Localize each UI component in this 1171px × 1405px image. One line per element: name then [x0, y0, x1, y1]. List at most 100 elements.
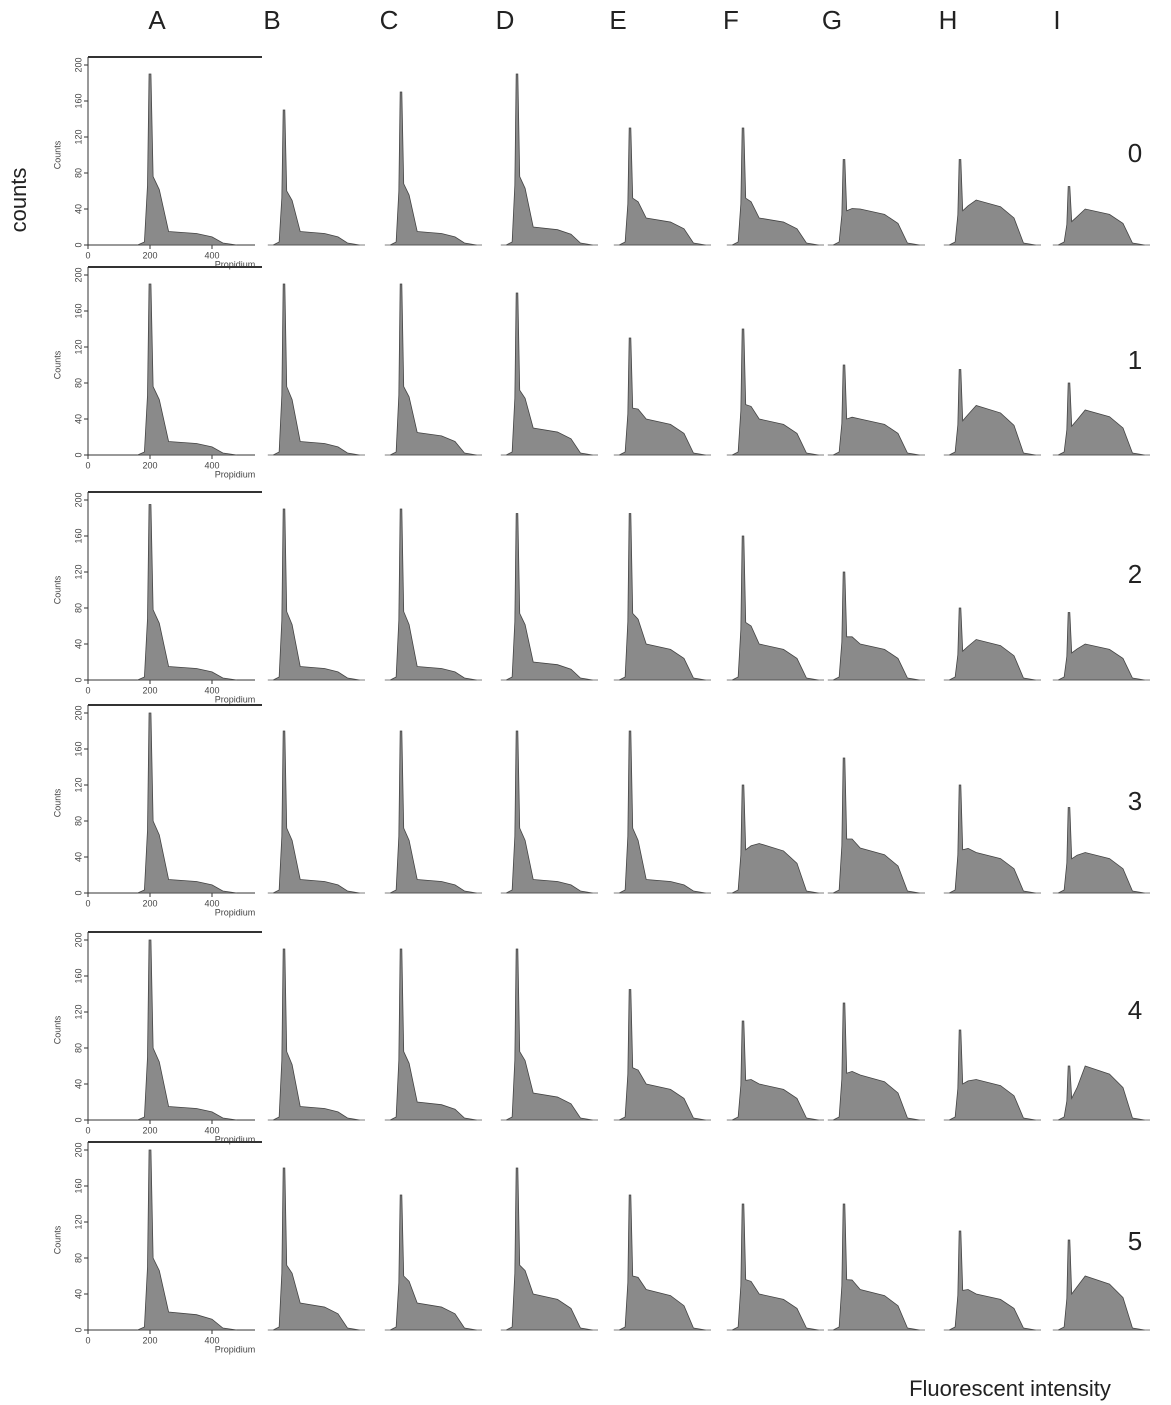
y-tick-label: 200 [73, 1142, 83, 1157]
histogram [1058, 382, 1145, 456]
column-label: D [496, 5, 515, 35]
histogram [506, 948, 593, 1121]
y-axis-title: counts [6, 168, 31, 233]
histogram [833, 1203, 920, 1331]
x-tick-label: 200 [142, 1125, 157, 1135]
histogram [833, 757, 920, 894]
histogram [833, 1002, 920, 1121]
y-tick-label: 80 [73, 168, 83, 178]
histogram [732, 1203, 819, 1331]
y-tick-label: 160 [73, 303, 83, 318]
histogram [949, 1029, 1036, 1121]
column-label: B [263, 5, 280, 35]
y-tick-label: 200 [73, 705, 83, 720]
y-tick-label: 0 [73, 242, 83, 247]
y-tick-label: 200 [73, 492, 83, 507]
x-tick-label: 0 [85, 898, 90, 908]
y-tick-label: 40 [73, 852, 83, 862]
panel-y-label: Counts [52, 1225, 62, 1254]
x-tick-label: 200 [142, 1335, 157, 1345]
panel-y-label: Counts [52, 788, 62, 817]
panel-x-label: Propidium [215, 259, 256, 269]
histogram [273, 1167, 360, 1331]
column-label: E [609, 5, 626, 35]
y-tick-label: 0 [73, 677, 83, 682]
y-tick-label: 0 [73, 1117, 83, 1122]
histogram [949, 1230, 1036, 1331]
histogram [949, 369, 1036, 456]
histogram [390, 1194, 477, 1331]
histogram [137, 73, 237, 246]
y-tick-label: 160 [73, 1178, 83, 1193]
panel-y-label: Counts [52, 350, 62, 379]
column-label: G [822, 5, 842, 35]
histogram [949, 607, 1036, 681]
y-tick-label: 120 [73, 777, 83, 792]
y-tick-label: 160 [73, 528, 83, 543]
y-tick-label: 120 [73, 129, 83, 144]
panel-x-label: Propidium [215, 1344, 256, 1354]
histogram [137, 283, 237, 456]
histogram [619, 1194, 706, 1331]
histogram [619, 513, 706, 681]
histogram [949, 159, 1036, 246]
panel-x-label: Propidium [215, 1134, 256, 1144]
row-label: 1 [1128, 345, 1142, 375]
histogram [390, 91, 477, 246]
y-tick-label: 80 [73, 816, 83, 826]
column-label: H [939, 5, 958, 35]
column-label: I [1053, 5, 1060, 35]
y-tick-label: 80 [73, 378, 83, 388]
column-label: C [380, 5, 399, 35]
panel-y-label: Counts [52, 1015, 62, 1044]
y-tick-label: 40 [73, 204, 83, 214]
x-tick-label: 0 [85, 250, 90, 260]
histogram [619, 989, 706, 1121]
histogram [390, 508, 477, 681]
y-tick-label: 120 [73, 339, 83, 354]
panel-x-label: Propidium [215, 694, 256, 704]
histogram [833, 159, 920, 246]
histogram [619, 337, 706, 456]
x-tick-label: 200 [142, 685, 157, 695]
x-tick-label: 400 [204, 898, 219, 908]
panel-x-label: Propidium [215, 469, 256, 479]
y-tick-label: 120 [73, 564, 83, 579]
x-tick-label: 0 [85, 685, 90, 695]
histogram [732, 1020, 819, 1121]
histogram [390, 283, 477, 456]
histogram [732, 535, 819, 681]
x-tick-label: 200 [142, 460, 157, 470]
histogram [390, 948, 477, 1121]
x-tick-label: 200 [142, 898, 157, 908]
y-tick-label: 120 [73, 1214, 83, 1229]
histogram [137, 712, 237, 894]
column-label: F [723, 5, 739, 35]
row-label: 5 [1128, 1226, 1142, 1256]
row-label: 2 [1128, 559, 1142, 589]
y-tick-label: 200 [73, 57, 83, 72]
y-tick-label: 160 [73, 968, 83, 983]
x-tick-label: 400 [204, 685, 219, 695]
histogram [506, 1167, 593, 1331]
histogram [732, 784, 819, 894]
histogram [1058, 1239, 1145, 1331]
histogram [619, 127, 706, 246]
histogram [506, 73, 593, 246]
histogram [506, 730, 593, 894]
y-tick-label: 160 [73, 741, 83, 756]
x-tick-label: 0 [85, 460, 90, 470]
histogram [390, 730, 477, 894]
histogram [273, 109, 360, 246]
y-tick-label: 40 [73, 414, 83, 424]
x-tick-label: 400 [204, 460, 219, 470]
histogram [506, 513, 593, 681]
histogram [732, 328, 819, 456]
histogram [273, 730, 360, 894]
row-label: 3 [1128, 786, 1142, 816]
x-tick-label: 200 [142, 250, 157, 260]
histogram [137, 504, 237, 681]
histogram [949, 784, 1036, 894]
histogram [619, 730, 706, 894]
panel-y-label: Counts [52, 575, 62, 604]
